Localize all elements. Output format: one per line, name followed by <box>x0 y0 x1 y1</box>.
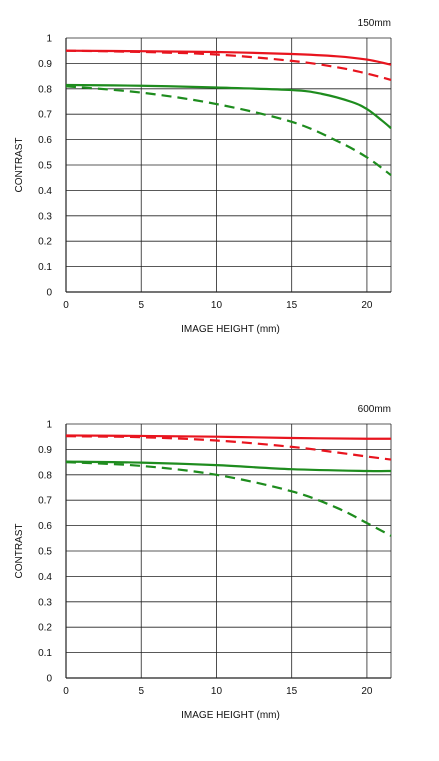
y-tick-label: 0.6 <box>38 135 52 146</box>
y-tick-label: 0.9 <box>38 445 52 456</box>
y-tick-label: 0.5 <box>38 161 52 172</box>
series-line-4 <box>65 85 392 177</box>
y-tick-label: 1 <box>46 420 52 431</box>
y-tick-label: 0.1 <box>38 648 52 659</box>
y-tick-label: 0.9 <box>38 59 52 70</box>
chart-title: 150mm <box>358 18 391 29</box>
series-line-2 <box>65 49 392 81</box>
mtf-chart-1: 00.10.20.30.40.50.60.70.80.910 5 10 15 20150… <box>14 18 392 335</box>
y-tick-label: 0.4 <box>38 572 52 583</box>
x-tick-label: 20 <box>361 300 373 311</box>
y-tick-label: 0 <box>46 674 52 685</box>
series-line-2 <box>65 435 392 461</box>
y-tick-label: 0.2 <box>38 237 52 248</box>
series-line-4 <box>65 461 392 537</box>
y-tick-label: 0.7 <box>38 496 52 507</box>
x-tick-label: 10 <box>211 300 223 311</box>
y-tick-label: 0 <box>46 288 52 299</box>
x-axis-label: IMAGE HEIGHT (mm) <box>181 710 280 721</box>
y-tick-label: 0.4 <box>38 186 52 197</box>
y-axis-label: CONTRAST <box>14 138 25 193</box>
y-tick-label: 0.8 <box>38 470 52 481</box>
x-tick-label: 0 <box>63 686 69 697</box>
x-tick-label: 15 <box>286 300 298 311</box>
y-tick-label: 0.7 <box>38 110 52 121</box>
series-line-1 <box>65 49 392 66</box>
x-tick-label: 20 <box>361 686 373 697</box>
y-tick-label: 0.1 <box>38 262 52 273</box>
x-tick-label: 0 <box>63 300 69 311</box>
chart-title: 600mm <box>358 404 391 415</box>
series-line-3 <box>65 83 392 130</box>
x-axis-label: IMAGE HEIGHT (mm) <box>181 324 280 335</box>
x-tick-label: 10 <box>211 686 223 697</box>
y-tick-label: 0.5 <box>38 547 52 558</box>
y-tick-label: 0.3 <box>38 597 52 608</box>
y-tick-label: 1 <box>46 34 52 45</box>
series-line-3 <box>65 460 392 473</box>
x-tick-label: 15 <box>286 686 298 697</box>
y-tick-label: 0.8 <box>38 84 52 95</box>
y-tick-label: 0.6 <box>38 521 52 532</box>
x-tick-label: 5 <box>138 300 144 311</box>
mtf-chart-2: 00.10.20.30.40.50.60.70.80.910 5 10 15 20600… <box>14 404 392 721</box>
y-axis-label: CONTRAST <box>14 524 25 579</box>
x-tick-label: 5 <box>138 686 144 697</box>
series-line-1 <box>65 434 392 440</box>
y-tick-label: 0.3 <box>38 211 52 222</box>
y-tick-label: 0.2 <box>38 623 52 634</box>
